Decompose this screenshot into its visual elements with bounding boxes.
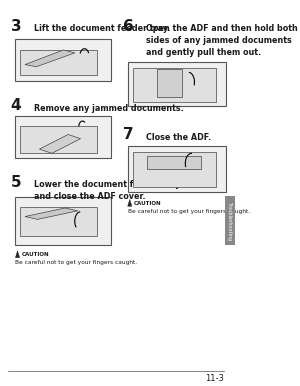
Bar	[157, 69, 182, 97]
Bar	[15, 116, 111, 157]
Text: Be careful not to get your fingers caught.: Be careful not to get your fingers caugh…	[128, 209, 250, 214]
Polygon shape	[15, 251, 20, 257]
Polygon shape	[25, 50, 75, 67]
Text: Open the ADF and then hold both
sides of any jammed documents
and gently pull th: Open the ADF and then hold both sides of…	[146, 24, 298, 57]
Polygon shape	[128, 200, 132, 206]
Polygon shape	[25, 208, 78, 219]
Polygon shape	[39, 134, 81, 153]
Text: Be careful not to get your fingers caught.: Be careful not to get your fingers caugh…	[15, 260, 137, 265]
Text: Lift the document feeder tray.: Lift the document feeder tray.	[34, 24, 171, 33]
Text: Troubleshooting: Troubleshooting	[227, 201, 232, 240]
Text: 11-3: 11-3	[205, 374, 224, 383]
Text: Remove any jammed documents.: Remove any jammed documents.	[34, 104, 184, 113]
Text: Lower the document feeder tray
and close the ADF cover.: Lower the document feeder tray and close…	[34, 180, 181, 201]
Text: CAUTION: CAUTION	[134, 200, 161, 205]
Bar	[128, 62, 226, 106]
Bar	[133, 68, 216, 102]
Text: 7: 7	[123, 127, 134, 142]
Bar	[133, 152, 216, 187]
Bar	[20, 207, 97, 235]
Bar	[147, 156, 201, 169]
Text: 3: 3	[11, 19, 21, 34]
Bar	[20, 50, 97, 75]
Text: 5: 5	[11, 174, 21, 190]
Text: CAUTION: CAUTION	[22, 252, 49, 257]
Bar	[225, 196, 235, 245]
Bar	[128, 146, 226, 192]
Text: 4: 4	[11, 98, 21, 113]
Bar	[15, 198, 111, 245]
Bar	[15, 39, 111, 81]
Text: Close the ADF.: Close the ADF.	[146, 133, 212, 142]
Text: 6: 6	[123, 19, 134, 34]
Bar	[20, 126, 97, 153]
